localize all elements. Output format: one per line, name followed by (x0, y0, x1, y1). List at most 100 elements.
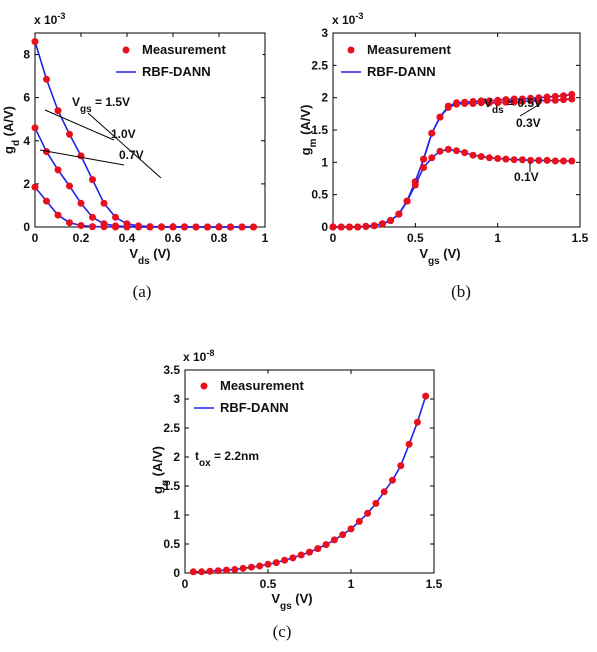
y-tick-label: 2 (321, 91, 328, 105)
y-axis-label: gm (A/V) (298, 105, 319, 156)
measurement-point (66, 182, 73, 190)
measurement-point (77, 199, 85, 207)
measurement-point (453, 100, 460, 108)
measurement-point (403, 197, 411, 205)
y-tick-label: 4 (23, 134, 30, 148)
x-tick-label: 0.2 (73, 231, 90, 245)
measurement-point (477, 99, 485, 107)
measurement-point (387, 217, 395, 224)
measurement-point (297, 551, 305, 559)
y-tick-label: 0.5 (311, 188, 328, 202)
measurement-point (89, 213, 96, 221)
x-axis-label: Vds (V) (129, 246, 170, 267)
measurement-point (551, 96, 559, 104)
legend-label-measurement: Measurement (367, 42, 451, 57)
measurement-point (346, 223, 353, 231)
measurement-point (355, 517, 363, 525)
measurement-point (436, 113, 444, 121)
measurement-point (469, 151, 477, 159)
measurement-point (239, 564, 247, 572)
y-tick-label: 1.5 (163, 479, 180, 493)
measurement-point (329, 223, 337, 231)
x-axis-label: Vgs (V) (419, 246, 460, 267)
measurement-point (527, 97, 535, 105)
x-tick-label: 1 (262, 231, 269, 245)
measurement-point (314, 545, 322, 553)
measurement-point (238, 223, 246, 231)
curve-annotation: 0.7V (119, 148, 144, 162)
curve-annotation: tox = 2.2nm (195, 449, 259, 469)
measurement-point (485, 154, 493, 162)
y-tick-label: 0.5 (163, 537, 180, 551)
measurement-point (123, 223, 131, 231)
y-tick-label: 0 (23, 220, 30, 234)
measurement-point (31, 124, 39, 132)
measurement-point (518, 156, 526, 164)
measurement-point (330, 536, 338, 544)
legend: Measurement RBF-DANN (336, 37, 472, 87)
measurement-point (378, 220, 386, 228)
measurement-point (347, 525, 355, 533)
measurement-point (306, 548, 313, 556)
y-tick-label: 3.5 (163, 363, 180, 377)
measurement-point (66, 130, 73, 138)
legend-box (336, 37, 472, 87)
y-exponent-label: x 10-3 (34, 11, 65, 27)
x-tick-label: 0.5 (260, 577, 277, 591)
measurement-point (204, 223, 211, 231)
measurement-point (535, 97, 543, 105)
measurement-point (247, 563, 255, 571)
x-tick-label: 1.5 (426, 577, 443, 591)
measurement-point (510, 156, 518, 164)
legend: Measurement RBF-DANN (111, 37, 263, 87)
measurement-point (43, 75, 50, 83)
panel-caption: (a) (133, 282, 152, 301)
y-tick-label: 0 (173, 566, 180, 580)
measurement-point (485, 99, 493, 107)
measurement-point (322, 541, 330, 549)
measurement-point (354, 223, 362, 231)
measurement-point (192, 223, 200, 231)
x-axis-label: Vgs (V) (271, 591, 312, 612)
measurement-point (372, 499, 380, 507)
measurement-point (223, 566, 230, 574)
measurement-point (436, 147, 444, 155)
chart-panel-c: 0 0.5 1 1.5 0 0.5 1 1.5 2 2.5 3 3.5x 10-8 Vgs (V) gg … (150, 348, 443, 641)
measurement-point (364, 509, 372, 517)
measurement-point (158, 223, 165, 231)
measurement-point (389, 476, 396, 484)
y-exponent-label: x 10-8 (183, 348, 214, 364)
measurement-point (551, 157, 559, 165)
measurement-point (444, 103, 452, 111)
y-tick-label: 1 (173, 508, 180, 522)
measurement-point (100, 199, 108, 207)
measurement-point (54, 211, 62, 219)
x-tick-label: 0 (32, 231, 39, 245)
legend-label-model: RBF-DANN (142, 64, 211, 79)
legend-marker-measurement (200, 382, 208, 390)
measurement-point (502, 155, 510, 163)
panel-caption: (b) (451, 282, 471, 301)
measurement-point (66, 219, 73, 227)
measurement-point (89, 176, 96, 184)
legend: Measurement RBF-DANN (189, 373, 311, 423)
measurement-point (380, 488, 388, 496)
y-tick-label: 3 (321, 26, 328, 40)
y-tick-label: 6 (23, 91, 30, 105)
measurement-point (362, 222, 370, 230)
series-line-2 (34, 127, 254, 228)
measurement-point (527, 156, 535, 164)
y-tick-label: 0 (321, 220, 328, 234)
panel-caption: (c) (273, 622, 292, 641)
measurement-point (31, 183, 39, 191)
measurement-point (54, 107, 62, 115)
x-tick-label: 1 (348, 577, 355, 591)
curve-annotation: 0.3V (516, 116, 541, 130)
measurement-point (112, 213, 119, 221)
measurement-point (420, 164, 428, 171)
measurement-point (444, 145, 452, 153)
y-tick-label: 2 (23, 177, 30, 191)
measurement-point (397, 462, 405, 470)
measurement-point (256, 562, 264, 570)
legend-label-measurement: Measurement (142, 42, 226, 57)
